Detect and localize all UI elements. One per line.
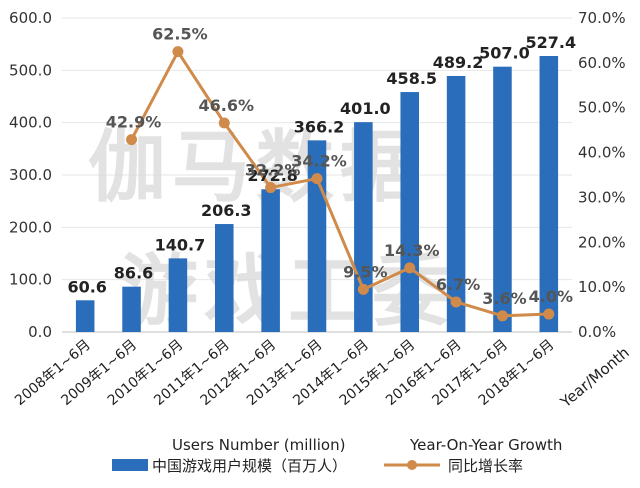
growth-value-label: 14.3% <box>384 241 440 260</box>
growth-point <box>543 308 555 320</box>
bar <box>261 189 280 332</box>
legend-line-label: 同比增长率 <box>448 457 523 475</box>
bar <box>215 224 234 332</box>
legend-en-growth: Year-On-Year Growth <box>409 436 562 454</box>
growth-line <box>130 50 549 318</box>
y-right-tick-label: 70.0% <box>578 9 626 27</box>
x-axis: 2008年1~6月2009年1~6月2010年1~6月2011年1~6月2012… <box>12 337 557 409</box>
legend: Users Number (million) Year-On-Year Grow… <box>112 436 562 475</box>
legend-swatch-marker <box>407 460 417 470</box>
growth-value-label: 9.5% <box>343 262 387 281</box>
y-right-tick-label: 30.0% <box>578 188 626 206</box>
growth-value-label: 32.2% <box>245 161 301 180</box>
y-right-tick-label: 0.0% <box>578 323 616 341</box>
bar <box>168 258 188 332</box>
bar-value-label: 60.6 <box>67 277 106 296</box>
growth-point <box>496 310 508 322</box>
legend-bar-label: 中国游戏用户规模（百万人） <box>152 457 347 475</box>
y-right-tick-label: 60.0% <box>578 54 626 72</box>
bar <box>493 66 512 333</box>
growth-value-label: 62.5% <box>152 25 208 44</box>
growth-point <box>450 296 462 308</box>
growth-line-layer <box>126 46 555 322</box>
growth-point <box>218 117 230 129</box>
bar-value-label: 489.2 <box>433 53 484 72</box>
growth-value-label: 6.7% <box>436 275 480 294</box>
bar <box>539 55 559 333</box>
growth-value-label: 42.9% <box>106 113 162 132</box>
growth-value-label: 3.6% <box>482 289 526 308</box>
bar-value-label: 140.7 <box>155 235 206 254</box>
y-axis-left: 0.0 100.0 200.0 300.0 400.0 500.0 600.0 <box>9 9 52 341</box>
bar <box>400 92 419 332</box>
y-right-tick-label: 10.0% <box>578 278 626 296</box>
growth-value-label: 4.0% <box>529 287 573 306</box>
bar-value-label: 86.6 <box>114 264 153 283</box>
y-left-tick-label: 500.0 <box>9 61 52 79</box>
y-left-tick-label: 0.0 <box>28 323 52 341</box>
bar-value-label: 527.4 <box>526 33 577 52</box>
y-right-tick-label: 40.0% <box>578 144 626 162</box>
y-right-tick-label: 20.0% <box>578 233 626 251</box>
growth-point <box>404 262 416 274</box>
legend-swatch-bar <box>112 459 148 471</box>
bar <box>75 300 95 332</box>
bar <box>354 122 373 332</box>
growth-point <box>311 173 323 185</box>
bar-value-label: 206.3 <box>201 201 252 220</box>
x-axis-label: Year/Month <box>556 343 633 411</box>
y-left-tick-label: 300.0 <box>9 166 52 184</box>
growth-value-label: 34.2% <box>291 152 347 171</box>
bar-value-label: 507.0 <box>479 44 530 63</box>
growth-point <box>126 134 138 146</box>
growth-value-label: 46.6% <box>199 96 255 115</box>
growth-point <box>265 182 277 194</box>
bars-layer <box>75 55 559 333</box>
growth-point <box>357 283 369 295</box>
y-left-tick-label: 400.0 <box>9 114 52 132</box>
growth-point <box>172 46 184 58</box>
legend-en-users: Users Number (million) <box>172 436 345 454</box>
bar-value-label: 458.5 <box>386 69 437 88</box>
y-axis-right: 0.0% 10.0% 20.0% 30.0% 40.0% 50.0% 60.0% 70.0% <box>578 9 626 341</box>
bar-value-label: 366.2 <box>294 117 345 136</box>
bar-value-label: 401.0 <box>340 99 391 118</box>
y-left-tick-label: 100.0 <box>9 271 52 289</box>
y-right-tick-label: 50.0% <box>578 99 626 117</box>
bar-value-label: 272.8 <box>247 166 298 185</box>
y-left-tick-label: 600.0 <box>9 9 52 27</box>
y-left-tick-label: 200.0 <box>9 218 52 236</box>
bar <box>446 75 466 332</box>
bar <box>122 286 141 332</box>
